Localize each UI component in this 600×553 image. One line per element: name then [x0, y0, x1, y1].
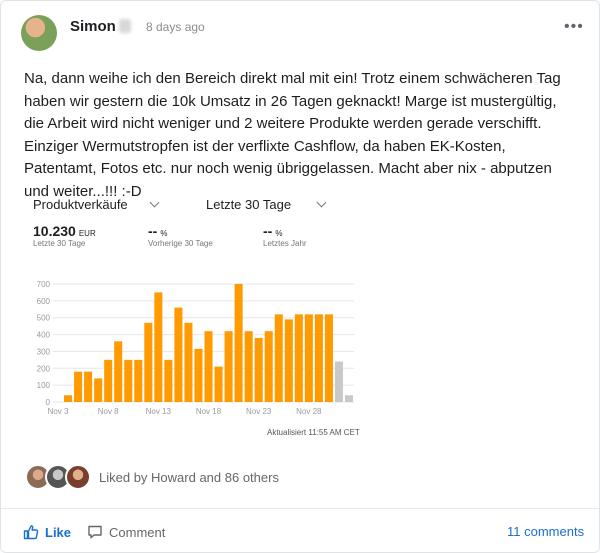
liked-by-text[interactable]: Liked by Howard and 86 others — [99, 470, 279, 485]
x-tick-label: Nov 3 — [48, 407, 69, 416]
range-dropdown-label: Letzte 30 Tage — [206, 197, 292, 212]
x-tick-label: Nov 8 — [98, 407, 119, 416]
y-tick-label: 700 — [37, 280, 51, 289]
stat-lastyear-label: Letztes Jahr — [263, 239, 307, 248]
chart-bar — [184, 322, 193, 402]
comment-button[interactable]: Comment — [87, 524, 165, 540]
chart-bar — [334, 361, 343, 402]
chart-bar — [234, 284, 243, 402]
chart-bar — [124, 359, 133, 402]
chart-bar — [94, 378, 103, 402]
thumbs-up-icon — [23, 525, 39, 540]
chart-bar — [154, 292, 163, 402]
chart-bar — [74, 371, 83, 402]
chart-bar — [274, 314, 283, 402]
y-tick-label: 200 — [37, 364, 51, 373]
stat-previous-label: Vorherige 30 Tage — [148, 239, 213, 248]
chart-bar — [264, 331, 273, 402]
x-tick-label: Nov 18 — [196, 407, 222, 416]
y-tick-label: 400 — [37, 331, 51, 340]
comment-label: Comment — [109, 525, 166, 540]
stat-lastyear-value: --% — [263, 223, 282, 239]
sales-bar-chart: 0 100 200 300 400 500 600 700 Nov 3 Nov 8 Nov 13 No… — [37, 280, 360, 437]
post-body: Na, dann weihe ich den Bereich direkt ma… — [24, 70, 561, 200]
chart-bar — [254, 337, 263, 402]
stat-lastyear-unit: % — [275, 229, 283, 238]
y-tick-label: 500 — [37, 314, 51, 323]
stat-current-unit: EUR — [78, 229, 96, 238]
like-label: Like — [45, 525, 72, 540]
stat-current-number: 10.230 — [33, 223, 76, 239]
y-tick-label: 100 — [37, 381, 51, 390]
comment-icon — [88, 525, 102, 539]
chart-bar — [314, 314, 323, 402]
chart-bar — [324, 314, 333, 402]
blurred-surname — [118, 19, 131, 33]
metric-dropdown-label: Produktverkäufe — [33, 197, 128, 212]
post-timestamp[interactable]: 8 days ago — [146, 20, 205, 34]
metric-dropdown[interactable]: Produktverkäufe — [33, 197, 160, 212]
chart-bar — [204, 331, 213, 402]
author-avatar[interactable] — [21, 15, 57, 51]
y-tick-label: 300 — [37, 347, 51, 356]
chart-bar — [244, 331, 253, 402]
chart-bar — [294, 314, 303, 402]
chart-bar — [344, 395, 353, 402]
x-tick-label: Nov 23 — [246, 407, 272, 416]
more-options-icon[interactable]: ••• — [564, 18, 584, 35]
stat-previous-value: --% — [148, 223, 167, 239]
y-tick-label: 0 — [46, 398, 51, 407]
chart-bar — [64, 395, 73, 402]
liker-avatar[interactable] — [65, 464, 91, 490]
author-name-wrap[interactable]: Simon — [70, 18, 131, 35]
stat-previous-unit: % — [160, 229, 168, 238]
chart-bar — [214, 366, 223, 402]
chart-bar — [84, 371, 93, 402]
divider — [1, 508, 599, 509]
chart-bar — [224, 331, 233, 402]
updated-timestamp: Aktualisiert 11:55 AM CET — [267, 428, 360, 437]
chart-bar — [284, 319, 293, 402]
range-dropdown[interactable]: Letzte 30 Tage — [206, 197, 327, 212]
comments-count-link[interactable]: 11 comments — [507, 524, 585, 539]
chart-bar — [114, 341, 123, 402]
x-tick-label: Nov 13 — [146, 407, 172, 416]
stat-lastyear-number: -- — [263, 223, 273, 239]
liker-avatars[interactable] — [25, 464, 95, 490]
sales-widget: Produktverkäufe Letzte 30 Tage 10.230 EUR… — [23, 189, 383, 439]
stat-previous-number: -- — [148, 223, 158, 239]
x-tick-label: Nov 28 — [296, 407, 322, 416]
chart-bar — [304, 314, 313, 402]
chart-bar — [144, 322, 153, 402]
chart-bar — [194, 348, 203, 402]
stat-current-label: Letzte 30 Tage — [33, 239, 86, 248]
y-tick-label: 600 — [37, 297, 51, 306]
like-button[interactable]: Like — [23, 524, 71, 540]
chart-bar — [104, 359, 113, 402]
chart-bar — [134, 359, 143, 402]
chart-bar — [164, 359, 173, 402]
stat-current-value: 10.230 EUR — [33, 223, 96, 239]
author-name[interactable]: Simon — [70, 18, 116, 35]
chart-bar — [174, 307, 183, 402]
